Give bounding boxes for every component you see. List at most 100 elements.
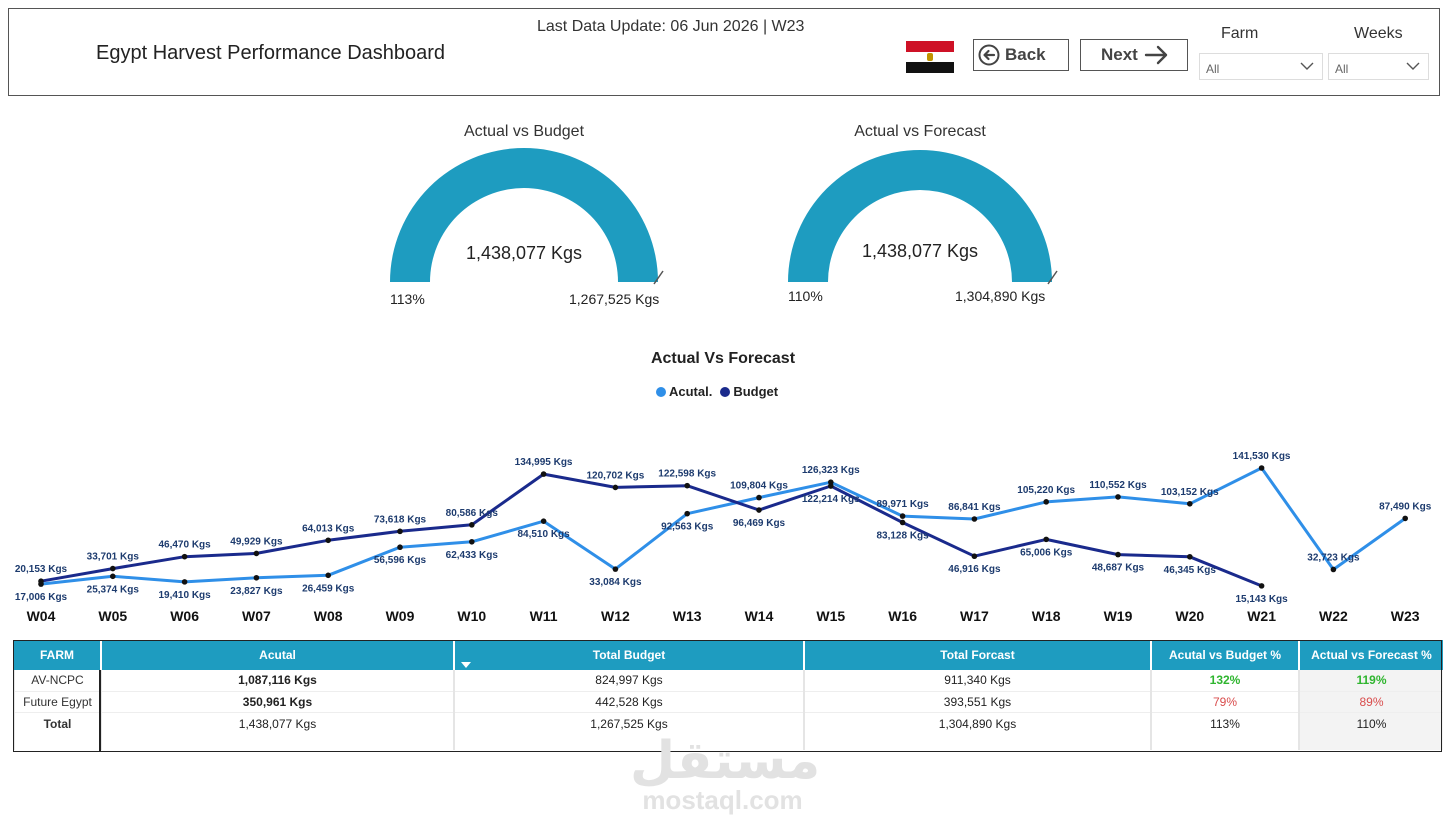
legend-item-actual[interactable]: Acutal. xyxy=(656,384,712,399)
data-point xyxy=(325,537,332,544)
column-header-vs-forecast[interactable]: Actual vs Forecast % xyxy=(1298,640,1443,670)
gauge-budget-min-label: 113% xyxy=(390,291,425,307)
chevron-down-icon xyxy=(1406,62,1420,70)
legend-label-budget: Budget xyxy=(733,384,779,399)
data-point xyxy=(684,510,690,517)
data-point xyxy=(1330,566,1337,573)
data-label: 33,084 Kgs xyxy=(589,577,642,588)
data-label: 64,013 Kgs xyxy=(302,523,355,534)
chevron-down-icon xyxy=(1300,62,1314,70)
column-header-budget-label: Total Budget xyxy=(592,648,666,662)
sort-desc-icon xyxy=(461,662,471,668)
data-point xyxy=(971,553,978,560)
next-button[interactable]: Next xyxy=(1080,39,1188,71)
data-label: 83,128 Kgs xyxy=(876,530,929,541)
cell-vs-budget: 79% xyxy=(1150,691,1299,713)
data-point xyxy=(181,579,188,585)
page-title: Egypt Harvest Performance Dashboard xyxy=(96,42,446,64)
data-label: 32,723 Kgs xyxy=(1307,552,1360,563)
column-header-farm[interactable]: FARM xyxy=(14,640,101,670)
cell-total-farm: Total xyxy=(13,712,101,750)
column-header-actual[interactable]: Acutal xyxy=(100,640,798,670)
gauge-forecast-target-marker xyxy=(1047,270,1058,285)
x-tick-label: W15 xyxy=(816,608,845,624)
table-row[interactable]: AV-NCPC 1,087,116 Kgs 824,997 Kgs 911,34… xyxy=(13,670,1443,692)
back-button-label: Back xyxy=(1005,45,1046,64)
x-tick-label: W19 xyxy=(1104,608,1133,624)
cell-total-vs-forecast: 110% xyxy=(1298,712,1443,750)
series-line-actual xyxy=(40,466,1407,586)
x-tick-label: W11 xyxy=(530,608,558,624)
cell-vs-budget: 132% xyxy=(1150,670,1299,692)
back-button[interactable]: Back xyxy=(973,39,1069,71)
data-point xyxy=(1187,553,1193,560)
table-row[interactable]: Future Egypt 350,961 Kgs 442,528 Kgs 393… xyxy=(13,691,1443,713)
data-point xyxy=(828,479,834,485)
data-label: 33,701 Kgs xyxy=(87,552,140,563)
farm-slicer-label: Farm xyxy=(1221,25,1259,42)
table-total-row: Total 1,438,077 Kgs 1,267,525 Kgs 1,304,… xyxy=(13,712,1443,750)
data-point xyxy=(253,550,260,557)
weeks-slicer[interactable]: All xyxy=(1328,53,1429,80)
arrow-left-circle-icon xyxy=(978,44,1000,66)
column-header-vs-budget[interactable]: Acutal vs Budget % xyxy=(1150,640,1299,670)
data-label: 92,563 Kgs xyxy=(661,522,714,533)
data-label: 120,702 Kgs xyxy=(586,470,644,481)
data-label: 109,804 Kgs xyxy=(730,481,788,492)
data-point xyxy=(899,513,906,519)
data-label: 103,152 Kgs xyxy=(1161,487,1219,498)
data-label: 48,687 Kgs xyxy=(1092,563,1145,574)
watermark-arabic: مستقل xyxy=(630,731,821,791)
data-label: 86,841 Kgs xyxy=(948,502,1001,513)
data-label: 80,586 Kgs xyxy=(446,508,499,519)
data-point xyxy=(1258,583,1265,589)
data-point xyxy=(38,578,44,584)
column-header-forecast[interactable]: Total Forcast xyxy=(803,640,1151,670)
data-label: 105,220 Kgs xyxy=(1017,485,1075,496)
watermark-logo: مستقل mostaql.com xyxy=(630,731,821,813)
gauge-forecast-title: Actual vs Forecast xyxy=(854,123,986,140)
column-header-budget[interactable]: Total Budget xyxy=(453,640,804,670)
farm-column-separator xyxy=(99,670,101,752)
farm-summary-table: FARM Acutal Total Budget Total Forcast A… xyxy=(13,640,1443,750)
chart-title: Actual Vs Forecast xyxy=(650,350,796,367)
farm-slicer[interactable]: All xyxy=(1199,53,1323,80)
series-line-budget xyxy=(40,472,1263,588)
data-label: 73,618 Kgs xyxy=(374,514,427,525)
weeks-slicer-label: Weeks xyxy=(1354,25,1403,42)
chart-legend: Acutal. Budget xyxy=(656,384,786,399)
data-label: 122,598 Kgs xyxy=(658,469,716,480)
data-point xyxy=(325,572,332,579)
data-point xyxy=(1258,465,1265,471)
farm-slicer-value: All xyxy=(1206,62,1220,76)
cell-total-forecast: 1,304,890 Kgs xyxy=(803,712,1151,750)
x-tick-label: W12 xyxy=(601,608,630,624)
data-label: 20,153 Kgs xyxy=(15,564,68,575)
data-point xyxy=(1043,536,1049,543)
legend-dot-actual xyxy=(656,386,666,397)
data-point xyxy=(756,507,762,513)
data-label: 25,374 Kgs xyxy=(87,584,140,595)
legend-item-budget[interactable]: Budget xyxy=(720,384,778,399)
cell-actual: 350,961 Kgs xyxy=(100,691,454,713)
data-label: 126,323 Kgs xyxy=(802,465,860,476)
data-label: 17,006 Kgs xyxy=(15,592,68,603)
x-tick-label: W20 xyxy=(1175,608,1204,624)
x-tick-label: W06 xyxy=(170,608,199,624)
gauge-forecast-min-label: 110% xyxy=(788,288,823,304)
gauge-forecast xyxy=(788,150,1058,285)
data-label: 49,929 Kgs xyxy=(230,536,283,547)
x-tick-label: W07 xyxy=(242,608,271,624)
data-point xyxy=(469,538,475,545)
gauge-budget xyxy=(390,148,664,285)
cell-farm: Future Egypt xyxy=(13,691,101,713)
data-point xyxy=(1115,494,1121,500)
data-point xyxy=(110,573,116,580)
line-chart: 17,006 Kgs 25,374 Kgs 19,410 Kgs 23,827 Kgs… xyxy=(15,451,1432,624)
gauge-budget-title: Actual vs Budget xyxy=(463,123,585,140)
data-label: 46,345 Kgs xyxy=(1164,565,1217,576)
cell-total-budget: 1,267,525 Kgs xyxy=(453,712,804,750)
x-tick-label: W08 xyxy=(314,608,343,624)
gauge-budget-max-label: 1,267,525 Kgs xyxy=(569,291,660,307)
gauge-budget-arc xyxy=(390,148,658,282)
